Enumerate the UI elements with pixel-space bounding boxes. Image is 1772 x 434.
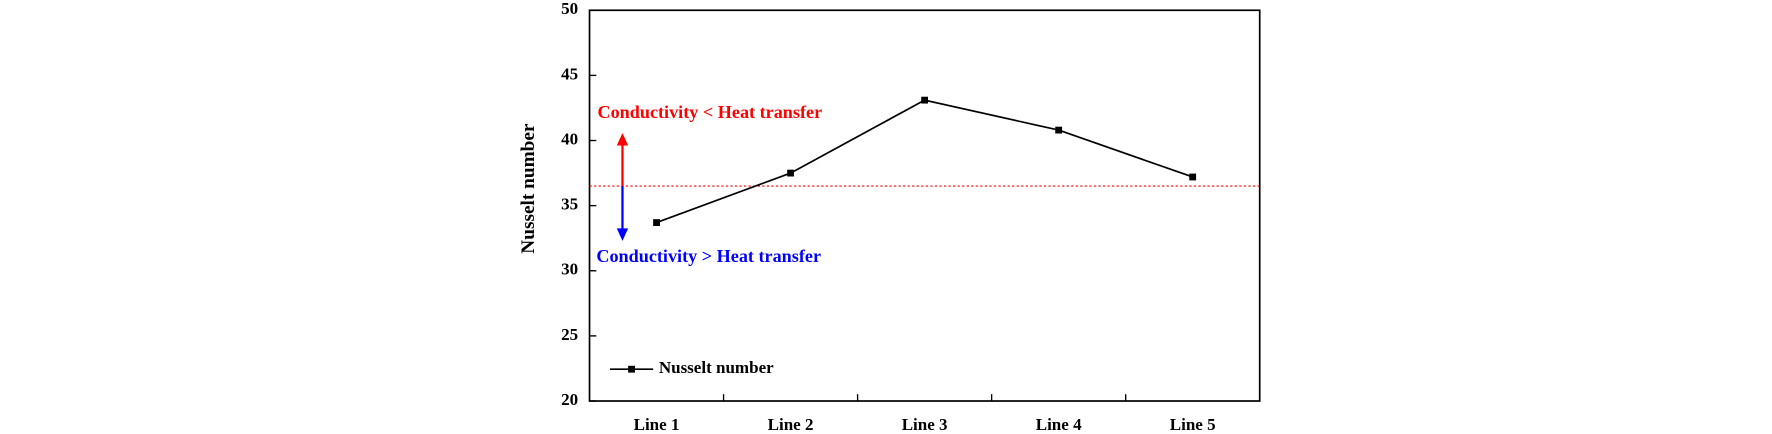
point bbox=[1055, 126, 1063, 134]
y-tick-label: 45 bbox=[561, 64, 578, 83]
arrow-head-up bbox=[616, 132, 629, 146]
x-tick-label: Line 1 bbox=[634, 415, 680, 434]
plot-frame bbox=[588, 9, 1261, 402]
annotation: Conductivity > Heat transfer bbox=[596, 246, 821, 266]
y-axis-label: Nusselt number bbox=[518, 123, 539, 254]
y-tick-label: 20 bbox=[561, 390, 578, 409]
y-tick-label: 30 bbox=[561, 260, 578, 279]
y-tick-label: 25 bbox=[561, 325, 578, 344]
point bbox=[921, 96, 929, 104]
point bbox=[1189, 173, 1197, 181]
legend-label: Nusselt number bbox=[659, 358, 774, 377]
point bbox=[653, 219, 660, 226]
y-tick-label: 50 bbox=[561, 0, 578, 18]
x-tick-label: Line 5 bbox=[1170, 415, 1216, 434]
legend-marker bbox=[628, 365, 635, 373]
annotation: Conductivity < Heat transfer bbox=[597, 102, 822, 122]
y-tick-label: 40 bbox=[561, 129, 578, 148]
point bbox=[787, 169, 794, 177]
x-tick-label: Line 2 bbox=[768, 415, 814, 434]
arrow-head-down bbox=[616, 228, 629, 241]
y-tick-label: 35 bbox=[561, 195, 578, 214]
x-tick-label: Line 4 bbox=[1036, 415, 1082, 434]
x-tick-label: Line 3 bbox=[902, 415, 948, 434]
